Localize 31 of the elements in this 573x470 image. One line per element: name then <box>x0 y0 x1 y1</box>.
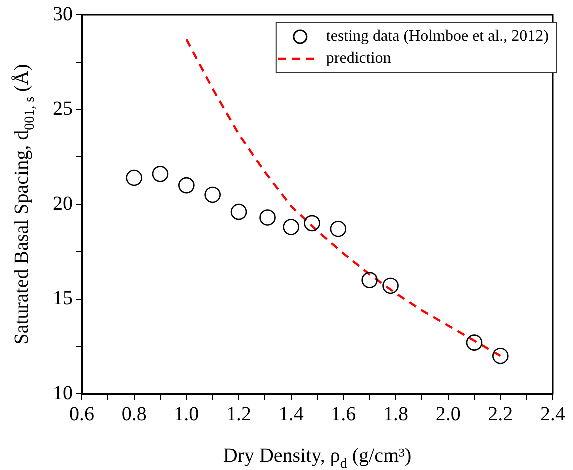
x-tick-label: 2.2 <box>488 403 514 426</box>
x-tick-label: 2.0 <box>436 403 461 426</box>
x-tick-label: 1.0 <box>174 403 200 426</box>
point <box>204 186 221 204</box>
point <box>230 204 248 220</box>
x-tick-label: 2.4 <box>540 403 566 426</box>
x-tick-label: 1.4 <box>278 403 304 426</box>
y-axis-title: Saturated Basal Spacing, d001, s (Å) <box>11 64 38 345</box>
y-tick-label: 20 <box>53 192 73 215</box>
x-tick-label: 1.2 <box>226 403 252 426</box>
point <box>492 348 509 364</box>
point <box>330 220 347 238</box>
point <box>126 170 142 186</box>
point <box>304 215 320 232</box>
x-tick-label: 1.6 <box>331 403 356 426</box>
point <box>178 177 195 194</box>
legend-label: prediction <box>326 50 392 68</box>
y-tick-label: 15 <box>53 288 73 310</box>
point <box>152 166 169 182</box>
legend-label: testing data (Holmboe et al., 2012) <box>326 28 549 46</box>
x-tick-label: 0.8 <box>122 403 147 426</box>
point <box>382 278 399 294</box>
x-tick-label: 0.6 <box>70 403 94 426</box>
point <box>466 334 483 351</box>
y-tick-label: 10 <box>53 382 73 404</box>
x-tick-label: 1.8 <box>384 403 408 426</box>
point <box>283 219 300 236</box>
y-tick-label: 30 <box>53 3 73 26</box>
y-tick-label: 25 <box>53 98 73 120</box>
point <box>362 272 378 288</box>
point <box>260 210 276 226</box>
